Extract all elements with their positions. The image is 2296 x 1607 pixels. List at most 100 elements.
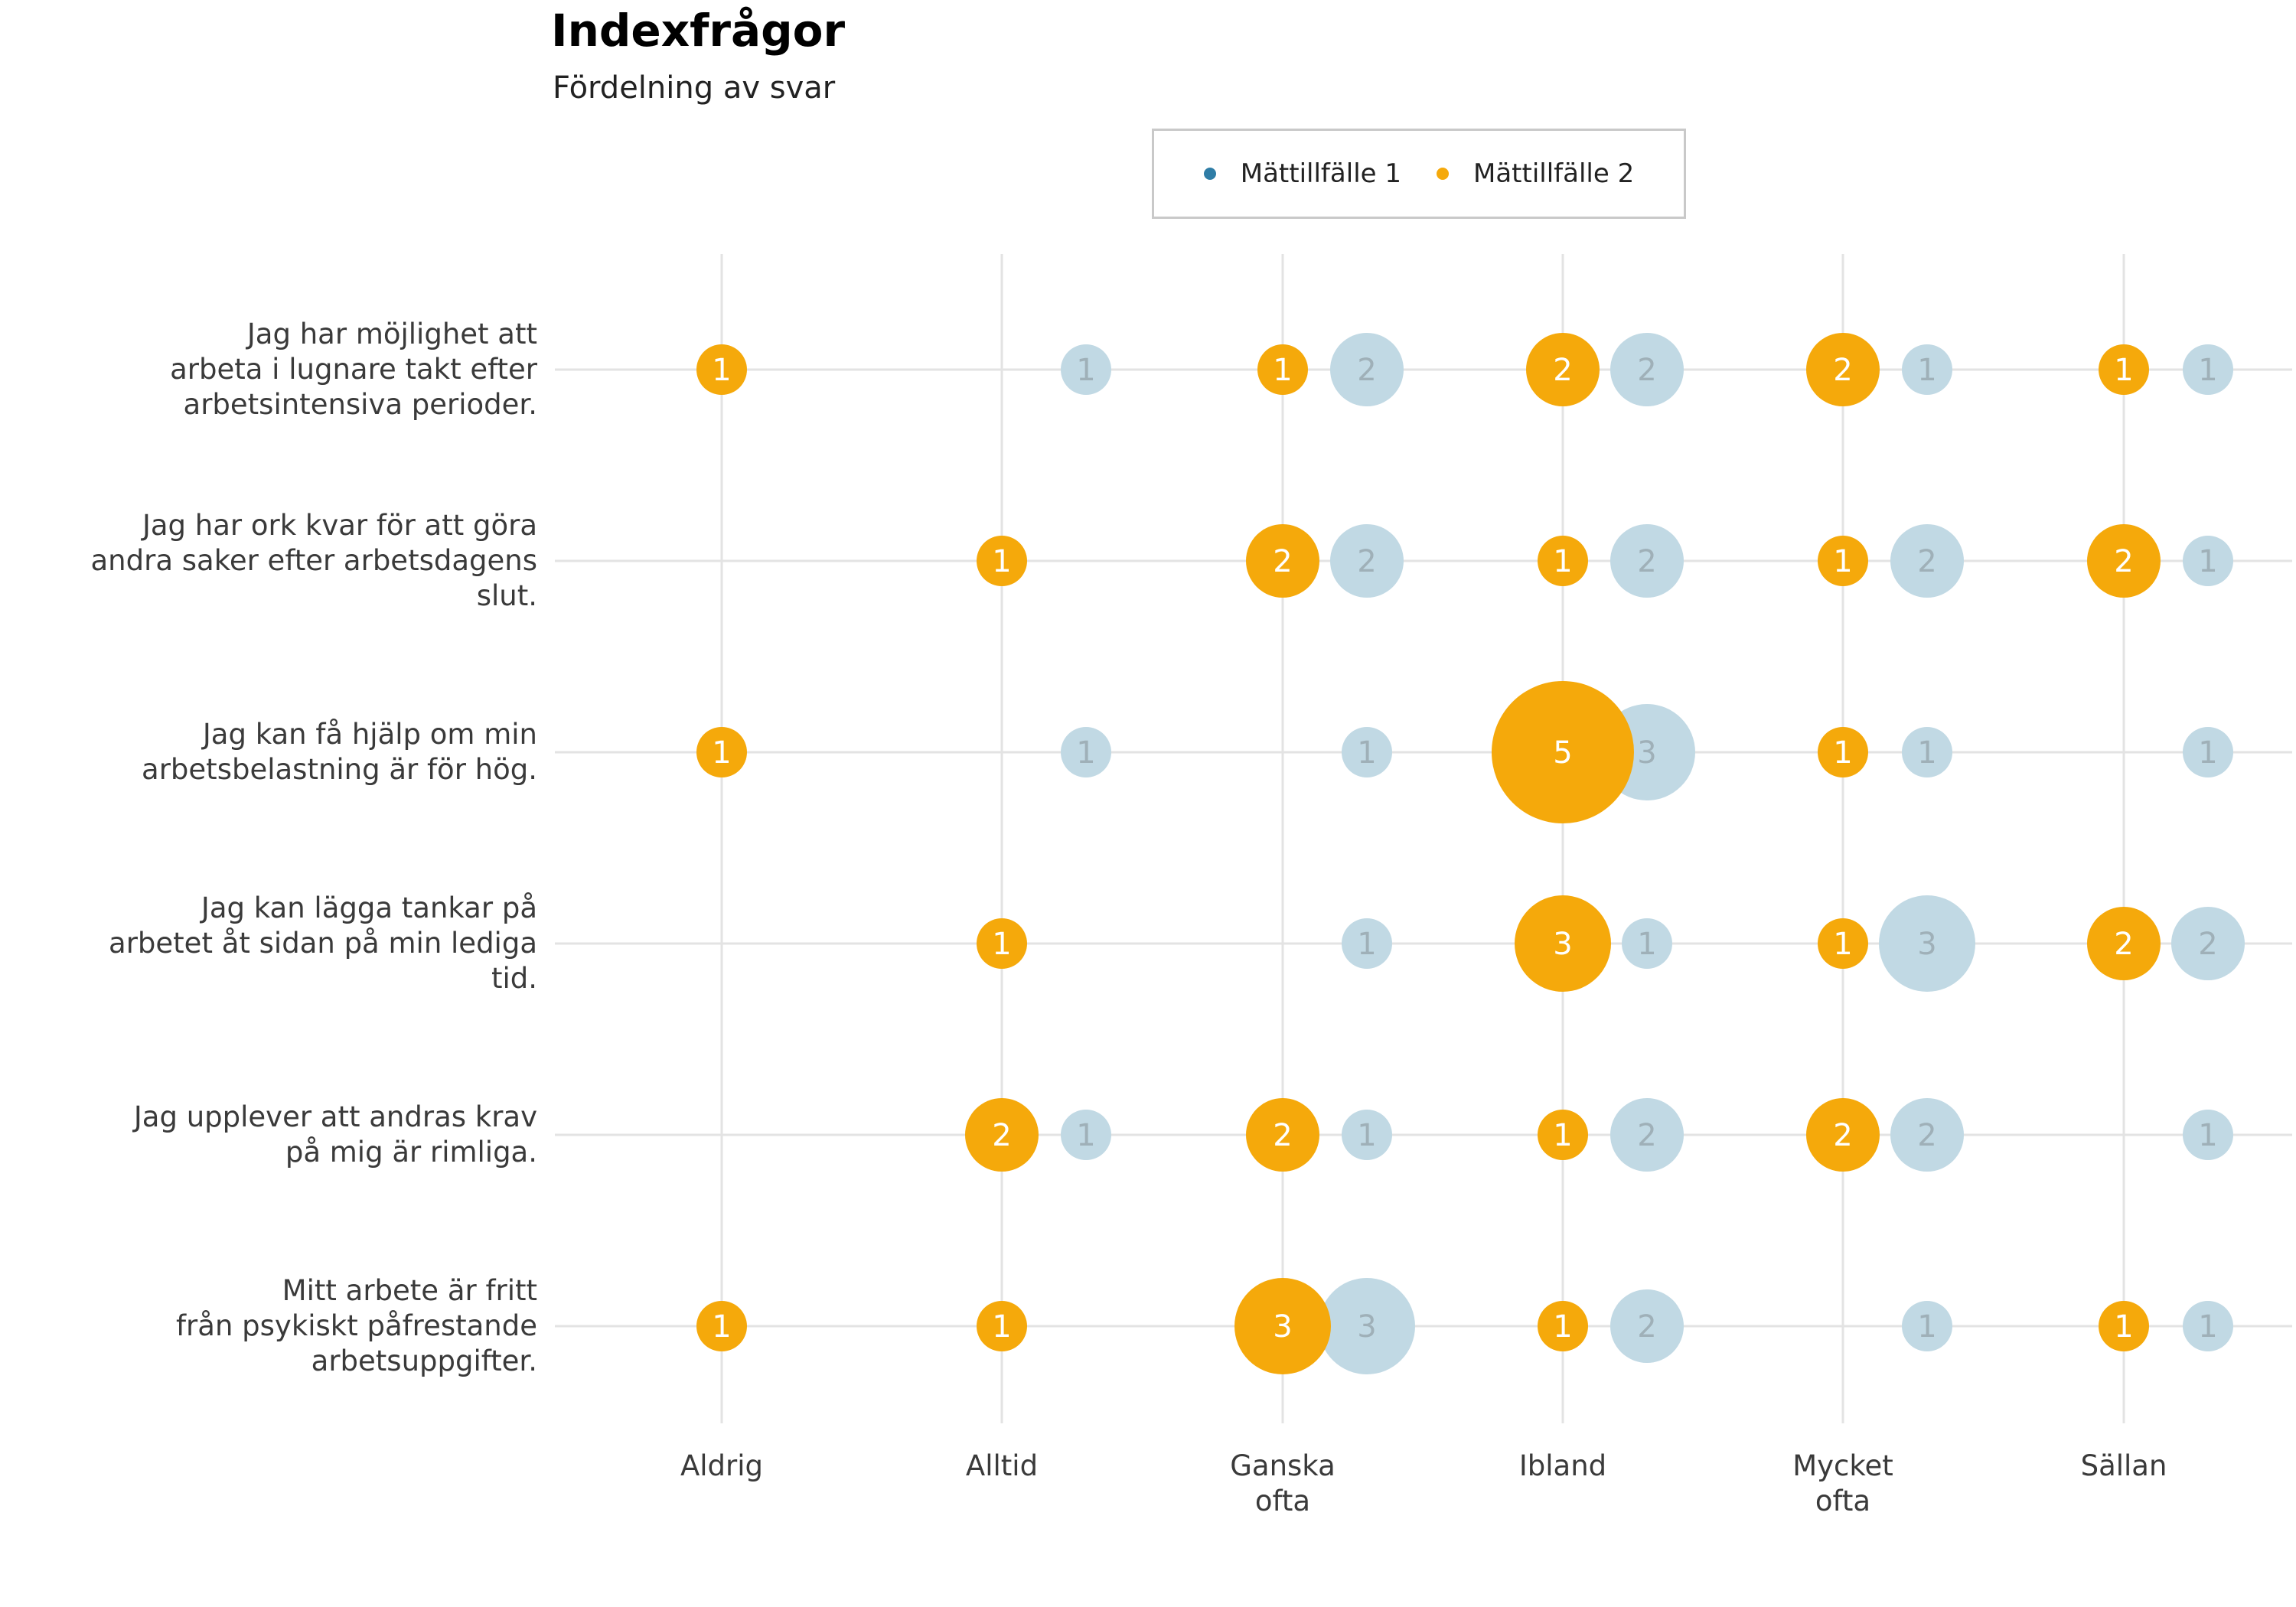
bubble-label-series-1-r6-c4: 2	[1637, 1309, 1656, 1345]
bubble-label-series-2-r6-c3: 3	[1273, 1309, 1292, 1345]
y-tick-label-2: Jag har ork kvar för att göra andra saker…	[90, 509, 538, 612]
bubble-series-2-r4-c4	[1515, 895, 1611, 992]
bubble-label-series-2-r1-c1: 1	[712, 353, 731, 388]
legend-swatch-series-1	[1203, 168, 1216, 180]
bubble-label-series-1-r6-c3: 3	[1357, 1309, 1376, 1345]
x-tick-label-4: Ibland	[1518, 1449, 1607, 1482]
bubble-label-series-1-r5-c6: 1	[2198, 1118, 2217, 1153]
bubble-label-series-1-r5-c4: 2	[1637, 1118, 1656, 1153]
bubble-series-1-r5-c5	[1890, 1098, 1964, 1172]
bubble-label-series-1-r3-c4: 3	[1637, 735, 1656, 771]
bubble-series-1-r1-c3	[1330, 333, 1404, 406]
bubble-series-1-r2-c6	[2183, 536, 2233, 586]
bubble-series-1-r6-c5	[1902, 1301, 1952, 1351]
bubble-label-series-1-r4-c4: 1	[1637, 927, 1656, 962]
chart-title: Indexfrågor	[551, 5, 846, 57]
chart-subtitle: Fördelning av svar	[553, 70, 836, 106]
y-tick-label-3: Jag kan få hjälp om min arbetsbelastning …	[142, 718, 537, 786]
bubble-series-2-r3-c1	[696, 727, 747, 777]
bubble-label-series-2-r1-c3: 1	[1273, 353, 1292, 388]
legend-item-series-1: Mättillfälle 1	[1203, 158, 1401, 189]
bubble-label-series-2-r1-c5: 2	[1833, 353, 1852, 388]
bubble-label-series-1-r2-c3: 2	[1357, 544, 1376, 579]
bubble-label-series-2-r5-c5: 2	[1833, 1118, 1852, 1153]
x-tick-label-3: Ganska ofta	[1230, 1449, 1336, 1517]
bubble-label-series-1-r5-c2: 1	[1076, 1118, 1095, 1153]
bubble-series-2-r2-c2	[977, 536, 1027, 586]
bubble-label-series-2-r2-c6: 2	[2114, 544, 2133, 579]
bubble-series-1-r6-c3	[1319, 1278, 1415, 1374]
bubble-label-series-1-r3-c3: 1	[1357, 735, 1376, 771]
bubble-series-1-r3-c2	[1061, 727, 1111, 777]
bubble-series-2-r3-c4	[1492, 681, 1634, 823]
bubble-label-series-2-r3-c4: 5	[1553, 735, 1572, 771]
bubble-series-2-r1-c5	[1806, 333, 1880, 406]
y-tick-label-6: Mitt arbete är fritt från psykiskt påfres…	[176, 1274, 537, 1377]
bubble-label-series-2-r5-c4: 1	[1553, 1118, 1572, 1153]
bubble-series-2-r6-c2	[977, 1301, 1027, 1351]
bubble-label-series-2-r2-c2: 1	[992, 544, 1011, 579]
legend-swatch-series-2	[1437, 168, 1449, 180]
legend-label-series-1: Mättillfälle 1	[1240, 158, 1401, 189]
bubble-label-series-2-r1-c4: 2	[1553, 353, 1572, 388]
bubble-label-series-2-r3-c1: 1	[712, 735, 731, 771]
bubble-label-series-2-r6-c4: 1	[1553, 1309, 1572, 1345]
x-tick-label-5: Mycket ofta	[1792, 1449, 1893, 1517]
bubble-label-series-1-r4-c6: 2	[2198, 927, 2217, 962]
bubble-series-2-r5-c5	[1806, 1098, 1880, 1172]
bubble-series-2-r1-c4	[1526, 333, 1600, 406]
bubble-label-series-1-r6-c6: 1	[2198, 1309, 2217, 1345]
bubble-series-1-r5-c3	[1342, 1110, 1392, 1160]
bubble-series-1-r2-c4	[1610, 524, 1684, 598]
bubble-series-2-r4-c2	[977, 918, 1027, 969]
bubble-series-2-r3-c5	[1818, 727, 1868, 777]
bubble-label-series-2-r2-c5: 1	[1833, 544, 1852, 579]
bubble-series-1-r5-c4	[1610, 1098, 1684, 1172]
bubble-label-series-2-r4-c5: 1	[1833, 927, 1852, 962]
y-tick-label-1: Jag har möjlighet att arbeta i lugnare ta…	[170, 318, 537, 421]
bubble-series-2-r2-c5	[1818, 536, 1868, 586]
bubble-series-2-r5-c2	[965, 1098, 1039, 1172]
bubble-label-series-2-r3-c5: 1	[1833, 735, 1852, 771]
bubble-label-series-2-r1-c6: 1	[2114, 353, 2133, 388]
bubble-series-1-r6-c4	[1610, 1289, 1684, 1363]
legend-item-series-2: Mättillfälle 2	[1437, 158, 1634, 189]
bubble-label-series-1-r2-c5: 2	[1917, 544, 1936, 579]
bubble-label-series-1-r3-c2: 1	[1076, 735, 1095, 771]
bubble-label-series-1-r6-c5: 1	[1917, 1309, 1936, 1345]
bubble-label-series-2-r4-c4: 3	[1553, 927, 1572, 962]
bubble-series-1-r6-c6	[2183, 1301, 2233, 1351]
bubble-series-2-r1-c1	[696, 344, 747, 395]
bubble-series-2-r4-c6	[2087, 907, 2161, 980]
bubble-label-series-2-r6-c2: 1	[992, 1309, 1011, 1345]
bubble-series-1-r1-c6	[2183, 344, 2233, 395]
bubble-series-1-r1-c4	[1610, 333, 1684, 406]
bubble-series-2-r6-c3	[1234, 1278, 1331, 1374]
bubble-label-series-1-r1-c3: 2	[1357, 353, 1376, 388]
bubble-label-series-1-r3-c6: 1	[2198, 735, 2217, 771]
bubble-series-2-r1-c3	[1257, 344, 1308, 395]
bubble-label-series-1-r1-c6: 1	[2198, 353, 2217, 388]
bubble-label-series-1-r2-c6: 1	[2198, 544, 2217, 579]
bubble-label-series-1-r2-c4: 2	[1637, 544, 1656, 579]
bubble-series-2-r6-c1	[696, 1301, 747, 1351]
bubble-label-series-1-r3-c5: 1	[1917, 735, 1936, 771]
bubble-series-1-r1-c5	[1902, 344, 1952, 395]
bubble-series-1-r3-c3	[1342, 727, 1392, 777]
legend-label-series-2: Mättillfälle 2	[1473, 158, 1635, 189]
bubble-series-1-r5-c2	[1061, 1110, 1111, 1160]
y-tick-label-5: Jag upplever att andras krav på mig är ri…	[133, 1100, 537, 1169]
bubble-series-1-r2-c5	[1890, 524, 1964, 598]
bubble-label-series-2-r2-c3: 2	[1273, 544, 1292, 579]
bubble-series-1-r4-c4	[1622, 918, 1672, 969]
bubble-series-1-r4-c6	[2171, 907, 2245, 980]
bubble-series-2-r6-c4	[1538, 1301, 1588, 1351]
y-tick-label-4: Jag kan lägga tankar på arbetet åt sidan …	[109, 892, 537, 995]
bubble-label-series-1-r4-c5: 3	[1917, 927, 1936, 962]
bubble-series-1-r5-c6	[2183, 1110, 2233, 1160]
bubble-series-1-r3-c6	[2183, 727, 2233, 777]
bubble-label-series-2-r5-c3: 2	[1273, 1118, 1292, 1153]
bubble-label-series-1-r4-c3: 1	[1357, 927, 1376, 962]
bubble-series-1-r4-c3	[1342, 918, 1392, 969]
